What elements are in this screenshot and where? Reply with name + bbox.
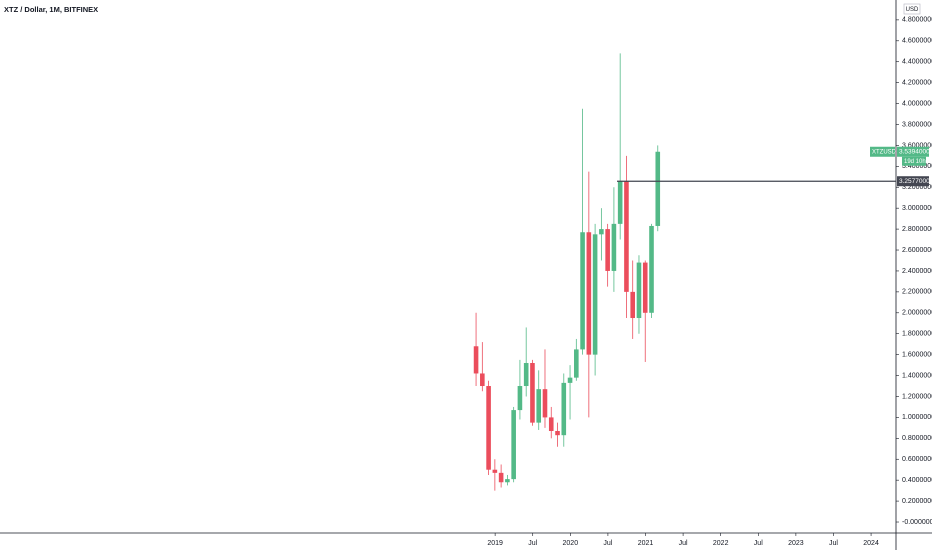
candle-body (523, 363, 529, 387)
candle-body (586, 232, 592, 355)
x-tick-label: Jul (679, 540, 688, 547)
x-tick-label: 2024 (863, 540, 879, 547)
candle-body (580, 232, 585, 350)
candle-body (642, 262, 648, 313)
x-tick-label: 2019 (487, 540, 503, 547)
y-tick-label: 2.20000000 (902, 289, 932, 296)
candle-body (530, 363, 535, 423)
candle-body (548, 417, 554, 432)
y-tick-label: 2.80000000 (902, 226, 932, 233)
price-line-tag (897, 176, 929, 187)
candle-body (517, 386, 523, 411)
y-tick-label: 3.00000000 (902, 205, 932, 212)
candle-body (655, 151, 661, 226)
candle-body (492, 469, 498, 473)
y-tick-label: 1.20000000 (902, 393, 932, 400)
y-tick-label: 0.40000000 (902, 477, 932, 484)
candle-body (561, 382, 567, 436)
y-tick-label: 2.60000000 (902, 247, 932, 254)
y-tick-label: 4.60000000 (902, 38, 932, 45)
currency[interactable]: USD (906, 7, 919, 13)
candle-body (605, 229, 610, 271)
y-tick-label: -0.00000000 (902, 519, 932, 526)
candle-body (555, 431, 560, 436)
last-price-label: 3.53940000 (899, 148, 932, 155)
x-tick-label: 2023 (788, 540, 804, 547)
currency-box[interactable] (903, 3, 921, 15)
candle-body (630, 291, 636, 319)
y-tick-label: 3.20000000 (902, 184, 932, 191)
candle-body (511, 410, 516, 480)
candle-body (505, 479, 510, 483)
x-tick-label: 2021 (638, 540, 654, 547)
y-tick-label: 0.60000000 (902, 456, 932, 463)
candle-body (473, 346, 479, 374)
y-tick-label: 4.40000000 (902, 59, 932, 66)
y-tick-label: 3.60000000 (902, 142, 932, 149)
y-tick-label: 4.00000000 (902, 100, 932, 107)
y-tick-label: 1.80000000 (902, 331, 932, 338)
candle-body (574, 349, 579, 378)
candle-body (536, 389, 542, 423)
candle-body (542, 389, 548, 418)
x-tick-label: Jul (754, 540, 763, 547)
y-tick-label: 2.40000000 (902, 268, 932, 275)
y-tick-label: 4.80000000 (902, 17, 932, 24)
countdown-tag (902, 156, 926, 166)
y-tick-label: 0.20000000 (902, 498, 932, 505)
y-tick-label: 2.00000000 (902, 310, 932, 317)
candle-body (567, 377, 573, 383)
y-tick-label: 0.80000000 (902, 435, 932, 442)
candle-body (498, 472, 504, 483)
x-tick-label: Jul (603, 540, 612, 547)
price-line-label: 3.25770000 (899, 178, 932, 185)
y-tick-label: 1.40000000 (902, 372, 932, 379)
x-tick-label: Jul (528, 540, 537, 547)
candle-body (617, 180, 623, 224)
y-tick-label: 1.00000000 (902, 414, 932, 421)
last-price-symbol: XTZUSD (872, 149, 897, 155)
candle-body (592, 234, 598, 355)
candle-body (486, 386, 491, 470)
candle-body (636, 262, 642, 319)
last-price-symbol-tag (870, 146, 895, 157)
candle-body (649, 225, 654, 313)
x-tick-label: 2020 (563, 540, 579, 547)
y-tick-label: 4.20000000 (902, 79, 932, 86)
y-tick-label: 1.60000000 (902, 351, 932, 358)
x-tick-label: 2022 (713, 540, 729, 547)
candle-body (599, 229, 604, 235)
candle-body (624, 180, 629, 292)
y-tick-label: 3.80000000 (902, 121, 932, 128)
candle-body (480, 373, 485, 387)
y-tick-label: 3.40000000 (902, 163, 932, 170)
last-price-tag (897, 146, 929, 157)
candle-body (611, 223, 617, 271)
x-tick-label: Jul (829, 540, 838, 547)
countdown: 19d 10h (904, 159, 926, 165)
chart-title: XTZ / Dollar, 1M, BITFINEX (4, 5, 98, 14)
